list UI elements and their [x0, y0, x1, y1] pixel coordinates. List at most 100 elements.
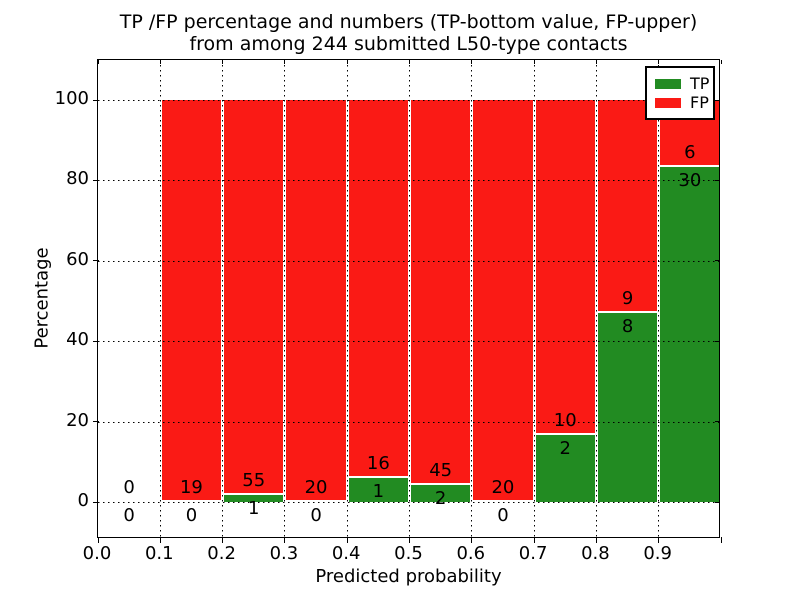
- gridline-vertical: [594, 60, 598, 537]
- gridline-vertical-dots: [346, 60, 348, 537]
- tp-bar-segment: [348, 478, 408, 502]
- y-tick-label: 100: [54, 88, 89, 109]
- y-tick-mark-right: [715, 260, 719, 262]
- gridline-vertical-dots: [658, 60, 660, 537]
- x-tick-mark: [595, 537, 597, 543]
- x-tick-mark-top: [97, 60, 99, 64]
- tp-bar-segment: [224, 494, 284, 502]
- x-tick-mark-top: [409, 60, 410, 64]
- plot-area: TP FP 0 0 19 0 55 1 20 0 16 1 45 2 20 0 10 2 9 8 6 30: [93, 59, 722, 543]
- x-tick-mark-top: [284, 60, 286, 64]
- x-tick-mark: [284, 537, 286, 543]
- x-tick-label: 0.4: [331, 543, 361, 564]
- tp-count-label: 8: [621, 315, 634, 337]
- gridline-horizontal: [98, 260, 719, 262]
- x-tick-label: 0.9: [643, 543, 672, 564]
- gridline-vertical: [470, 60, 474, 537]
- x-tick-mark: [720, 537, 722, 543]
- tp-count-label: 0: [310, 505, 322, 526]
- chart-title-line1: TP /FP percentage and numbers (TP-bottom…: [119, 11, 698, 33]
- fp-bar-segment: [473, 100, 533, 500]
- x-tick-label: 0.2: [207, 543, 236, 564]
- fp-count-label: 20: [491, 477, 515, 498]
- x-tick-label: 0.5: [394, 543, 423, 564]
- x-tick-label: 0.7: [518, 543, 548, 564]
- tp-count-label: 1: [372, 481, 385, 503]
- x-tick-mark-top: [471, 60, 473, 64]
- gridline-vertical-dots: [533, 60, 535, 537]
- x-tick-mark: [658, 537, 660, 543]
- x-tick-mark: [346, 537, 348, 543]
- gridline-vertical-dots: [409, 60, 410, 537]
- fp-count-label: 0: [123, 477, 135, 498]
- fp-color-swatch: [655, 97, 681, 108]
- fp-count-label: 19: [179, 477, 203, 498]
- gridline-vertical-dots: [222, 60, 224, 537]
- gridline-vertical: [283, 60, 287, 537]
- legend-entry-tp: TP: [655, 74, 709, 93]
- tp-count-label: 1: [248, 497, 260, 519]
- fp-bar-segment: [597, 100, 658, 311]
- y-tick-mark-right: [715, 340, 719, 342]
- gridline-horizontal: [98, 180, 719, 182]
- gridline-horizontal: [98, 421, 719, 423]
- fp-bar-segment: [348, 100, 408, 477]
- x-tick-mark-top: [720, 60, 722, 64]
- gridline-vertical: [345, 60, 349, 537]
- x-tick-mark: [97, 537, 99, 543]
- y-tick-label: 20: [66, 409, 89, 431]
- fp-count-label: 45: [429, 459, 453, 481]
- x-tick-label: 0.6: [456, 543, 486, 564]
- x-tick-label: 0.3: [269, 543, 299, 564]
- y-tick-mark: [93, 179, 99, 181]
- gridline-horizontal: [98, 502, 719, 503]
- chart-title-line2: from among 244 submitted L50-type contac…: [189, 33, 628, 55]
- tp-bar-segment: [597, 312, 658, 502]
- y-tick-mark: [93, 501, 99, 503]
- fp-count-label: 55: [242, 469, 266, 491]
- x-tick-mark-top: [595, 60, 597, 64]
- gridline-vertical-dots: [159, 60, 161, 537]
- y-tick-label: 60: [66, 248, 89, 270]
- x-tick-label: 0.8: [581, 543, 610, 564]
- tp-bar-segment: [660, 167, 720, 502]
- y-tick-mark-right: [715, 421, 719, 423]
- fp-bar-segment: [535, 100, 595, 433]
- gridline-vertical: [657, 60, 661, 537]
- x-tick-mark-top: [159, 60, 161, 64]
- tp-bar-segment: [411, 484, 471, 502]
- gridline-horizontal: [98, 341, 719, 343]
- legend: TP FP: [645, 66, 715, 120]
- legend-entry-fp: FP: [655, 93, 709, 112]
- x-tick-mark: [159, 537, 161, 543]
- x-tick-mark: [222, 537, 224, 543]
- x-tick-mark-top: [222, 60, 224, 64]
- gridline-horizontal: [98, 100, 719, 101]
- gridline-vertical: [532, 60, 536, 537]
- tp-count-label: 2: [559, 438, 571, 459]
- tp-count-label: 0: [497, 505, 509, 526]
- fp-count-label: 6: [684, 142, 696, 163]
- tp-count-label: 2: [434, 487, 447, 509]
- fp-bar-segment: [286, 100, 346, 500]
- tp-count-label: 30: [678, 170, 702, 191]
- fp-count-label: 20: [304, 477, 328, 498]
- x-tick-mark-top: [346, 60, 348, 64]
- x-tick-label: 0.0: [82, 543, 112, 564]
- y-tick-mark: [93, 421, 99, 423]
- y-tick-label: 40: [66, 329, 89, 351]
- x-axis-label: Predicted probability: [315, 566, 502, 587]
- gridline-vertical: [221, 60, 225, 537]
- fp-bar-segment: [224, 100, 284, 493]
- x-tick-mark-top: [658, 60, 660, 64]
- gridline-vertical: [158, 60, 162, 537]
- gridline-vertical-dots: [471, 60, 473, 537]
- gridline-vertical-dots: [595, 60, 597, 537]
- y-tick-mark-right: [715, 179, 719, 181]
- y-tick-mark: [93, 340, 99, 342]
- x-tick-mark: [533, 537, 535, 543]
- gridline-vertical-dots: [284, 60, 286, 537]
- fp-count-label: 10: [553, 410, 577, 431]
- fp-bar-segment: [161, 100, 222, 500]
- x-tick-label: 0.1: [144, 543, 174, 564]
